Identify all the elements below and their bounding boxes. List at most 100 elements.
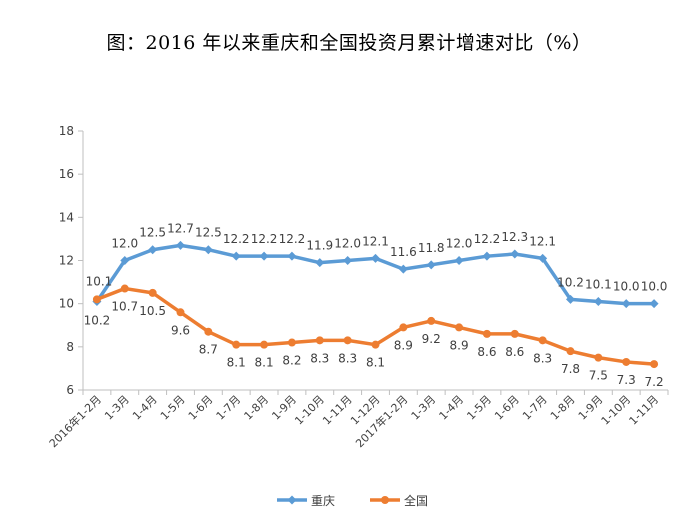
data-label: 7.5 — [589, 369, 608, 383]
data-point[interactable] — [399, 323, 408, 332]
data-point[interactable] — [622, 357, 631, 366]
data-point[interactable] — [315, 336, 324, 345]
data-point[interactable] — [455, 323, 464, 332]
data-point[interactable] — [260, 340, 269, 349]
x-tick-label: 1-5月 — [158, 393, 188, 423]
data-point[interactable] — [232, 340, 241, 349]
data-label: 12.2 — [223, 232, 250, 246]
data-point[interactable] — [621, 299, 631, 309]
data-point[interactable] — [566, 294, 575, 304]
data-point[interactable] — [427, 316, 436, 325]
data-label: 12.2 — [474, 232, 501, 246]
data-point[interactable] — [92, 295, 101, 304]
data-point[interactable] — [593, 297, 603, 307]
x-axis-ticks: 2016年1-2月1-3月1-4月1-5月1-6月1-7月1-8月1-9月1-1… — [46, 390, 669, 450]
data-label: 8.3 — [533, 351, 552, 365]
data-point[interactable] — [454, 256, 464, 265]
series-national: 10.210.7 10.5 9.6 8.7 8.1 8.1 8.2 8.3 8.3 8.1 8.9 9… — [84, 284, 664, 389]
data-label: 8.1 — [227, 356, 246, 370]
data-label: 8.3 — [338, 351, 357, 365]
data-point[interactable] — [510, 249, 520, 259]
data-point[interactable] — [315, 258, 325, 268]
data-label: 12.5 — [195, 226, 222, 240]
data-label: 8.6 — [505, 345, 524, 359]
data-label: 12.2 — [251, 232, 278, 246]
data-label: 10.7 — [111, 300, 138, 314]
data-point[interactable] — [203, 245, 213, 255]
legend-item-chongqing[interactable]: 重庆 — [277, 494, 335, 508]
y-tick-label: 14 — [59, 210, 74, 224]
legend-item-national[interactable]: 全国 — [370, 493, 428, 508]
data-point[interactable] — [482, 251, 492, 261]
y-axis-ticks: 6 8 10 12 14 16 18 — [59, 124, 83, 397]
data-point[interactable] — [650, 360, 659, 369]
data-label: 10.1 — [585, 278, 612, 292]
data-point[interactable] — [231, 251, 241, 261]
data-point[interactable] — [148, 245, 158, 255]
data-point[interactable] — [287, 251, 297, 261]
x-tick-label: 1-10月 — [292, 393, 327, 428]
data-point[interactable] — [120, 256, 130, 265]
data-label: 9.2 — [422, 332, 441, 346]
data-label: 7.8 — [561, 362, 580, 376]
data-label: 11.9 — [306, 239, 333, 253]
data-point[interactable] — [259, 251, 269, 261]
data-point[interactable] — [343, 336, 352, 345]
legend-marker — [287, 495, 297, 505]
x-tick-label: 1-6月 — [492, 393, 522, 423]
data-point[interactable] — [566, 347, 575, 356]
data-label: 12.2 — [279, 232, 306, 246]
data-point[interactable] — [510, 329, 519, 338]
x-tick-label: 1-4月 — [437, 393, 467, 423]
data-label: 7.3 — [617, 373, 636, 387]
data-label: 12.1 — [362, 234, 389, 248]
data-label: 10.0 — [613, 280, 640, 294]
data-point[interactable] — [482, 329, 491, 338]
data-label: 12.0 — [446, 237, 473, 251]
data-point[interactable] — [398, 264, 408, 274]
data-label: 8.3 — [310, 351, 329, 365]
x-tick-label: 2016年1-2月 — [46, 392, 104, 450]
data-point[interactable] — [594, 353, 603, 362]
data-label: 10.2 — [557, 275, 584, 289]
data-point[interactable] — [538, 336, 547, 345]
chart-title: 图：2016 年以来重庆和全国投资月累计增速对比（%） — [106, 32, 592, 54]
x-tick-label: 1-8月 — [548, 393, 578, 423]
data-point[interactable] — [426, 260, 436, 270]
data-label: 8.9 — [450, 338, 469, 352]
data-label: 8.1 — [255, 356, 274, 370]
data-label: 12.0 — [334, 237, 361, 251]
legend[interactable]: 重庆 全国 — [277, 493, 428, 508]
data-point[interactable] — [287, 338, 296, 347]
data-label: 12.3 — [501, 230, 528, 244]
x-tick-label: 1-5月 — [464, 393, 494, 423]
data-label: 8.1 — [366, 356, 385, 370]
data-point[interactable] — [538, 253, 548, 263]
x-tick-label: 1-3月 — [409, 393, 439, 423]
y-tick-label: 8 — [66, 340, 74, 354]
data-point[interactable] — [148, 288, 157, 297]
y-tick-label: 12 — [59, 254, 74, 268]
x-tick-label: 1-3月 — [102, 393, 132, 423]
data-point[interactable] — [176, 308, 185, 317]
y-tick-label: 10 — [59, 297, 74, 311]
data-label: 10.2 — [84, 313, 111, 327]
data-point[interactable] — [120, 284, 129, 293]
x-tick-label: 1-7月 — [520, 393, 550, 423]
data-point[interactable] — [649, 299, 659, 309]
data-point[interactable] — [176, 240, 185, 250]
y-tick-label: 6 — [66, 383, 74, 397]
data-point[interactable] — [204, 327, 213, 336]
data-point[interactable] — [371, 253, 380, 263]
y-tick-label: 16 — [59, 167, 74, 181]
legend-label: 全国 — [404, 493, 428, 508]
data-label: 10.1 — [86, 275, 113, 289]
data-label: 9.6 — [171, 323, 190, 337]
data-label: 10.0 — [641, 280, 668, 294]
series-chongqing: 10.112.012.5 12.7 12.5 12.2 12.2 12.2 11.9 12.0… — [86, 221, 668, 309]
x-tick-label: 1-10月 — [599, 393, 634, 428]
data-point[interactable] — [343, 256, 353, 265]
data-point[interactable] — [371, 340, 380, 349]
data-label: 12.7 — [167, 221, 194, 235]
x-tick-label: 1-7月 — [214, 393, 244, 423]
